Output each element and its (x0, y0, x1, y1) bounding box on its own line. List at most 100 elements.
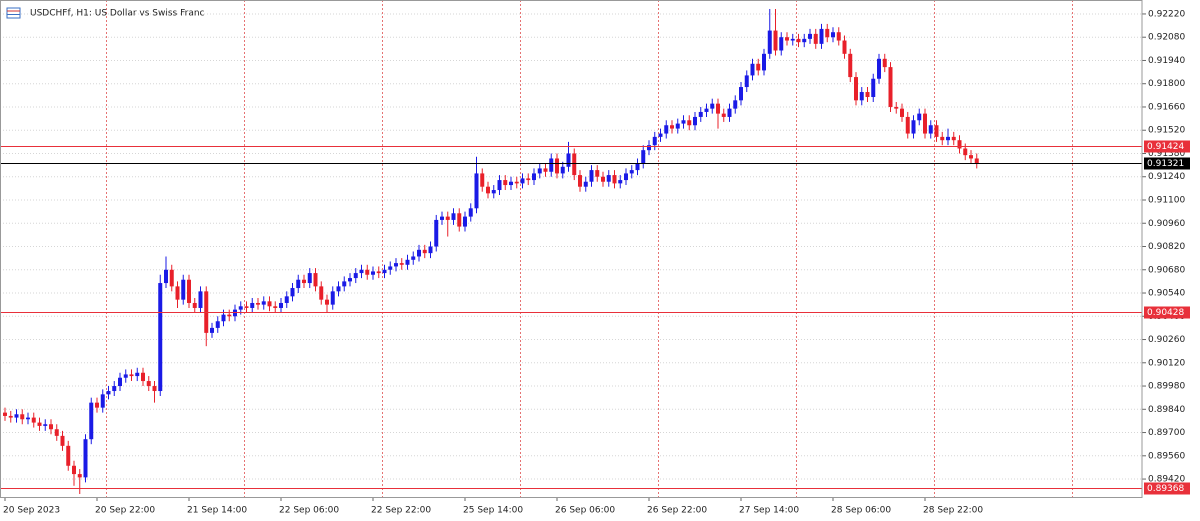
y-tick-label: 0.90820 (1148, 242, 1185, 252)
candle-body (210, 327, 214, 333)
candle-body (365, 269, 370, 275)
candle-body (652, 136, 657, 146)
candle-body (382, 269, 387, 274)
candle-body (26, 417, 30, 420)
price-tag (1144, 157, 1190, 170)
candle-body (146, 381, 151, 387)
candle-body (624, 173, 628, 181)
candle-body (440, 216, 444, 220)
candle-body (480, 173, 485, 187)
candle-body (3, 412, 7, 416)
x-tick-label: 20 Sep 2023 (3, 506, 60, 516)
candle-body (273, 306, 278, 308)
candle-body (693, 116, 697, 126)
y-tick-label: 0.91800 (1148, 79, 1185, 89)
candle-body (750, 63, 755, 76)
candle-body (739, 87, 743, 101)
candle-body (43, 424, 48, 426)
plot-border (0, 0, 1143, 498)
candle-body (290, 288, 295, 297)
candle-body (509, 181, 513, 186)
candle-body (31, 417, 36, 423)
y-tick-label: 0.91940 (1148, 56, 1185, 66)
candle-body (422, 249, 427, 254)
candle-body (543, 168, 548, 172)
candle-body (974, 158, 979, 164)
labels-layer: 0.92220 0.92080 0.91940 0.91800 0.91660 0.915… (3, 9, 1190, 516)
candle-body (417, 249, 421, 257)
chart-title: USDCHFf, H1: US Dollar vs Swiss Franc (30, 9, 205, 19)
candle-body (445, 216, 450, 220)
candle-body (848, 53, 853, 78)
candle-body (698, 111, 703, 117)
candle-body (710, 103, 715, 109)
y-tick-label: 0.89980 (1148, 382, 1185, 392)
candle-body (911, 120, 916, 134)
candle-body (405, 259, 410, 265)
candle-body (342, 281, 347, 287)
candle-body (762, 53, 766, 71)
candle-body (296, 279, 301, 289)
y-tick-label: 0.91240 (1148, 172, 1185, 182)
candle-body (721, 113, 726, 117)
candle-body (796, 38, 801, 43)
candle-body (100, 394, 105, 408)
candle-body (428, 246, 433, 254)
candle-body (77, 474, 82, 478)
candle-body (808, 33, 812, 39)
candle-body (491, 190, 496, 194)
candle-body (716, 103, 720, 114)
candle-body (675, 123, 680, 129)
candle-body (888, 67, 893, 107)
candle-body (371, 271, 375, 275)
x-tick-label: 28 Sep 06:00 (831, 506, 891, 516)
candle-body (279, 302, 283, 308)
candle-body (917, 113, 922, 121)
price-tag (1144, 482, 1190, 495)
candle-body (54, 429, 59, 436)
y-tick-label: 0.92080 (1148, 33, 1185, 43)
candle-body (307, 273, 312, 284)
candle-body (635, 163, 640, 171)
candle-body (112, 386, 117, 392)
candle-body (871, 78, 876, 98)
candle-body (704, 108, 709, 112)
candle-body (106, 391, 111, 395)
candle-body (118, 377, 122, 387)
candle-body (629, 170, 634, 174)
candle-body (946, 136, 950, 141)
candle-body (825, 28, 830, 38)
candle-body (865, 92, 870, 98)
candle-body (802, 38, 807, 43)
candle-body (957, 140, 962, 149)
candle-body (756, 63, 761, 71)
candle-body (963, 148, 968, 156)
candle-body (854, 77, 858, 101)
candle-body (348, 278, 352, 282)
candle-body (813, 33, 818, 44)
candle-body (520, 178, 525, 184)
candle-body (894, 106, 899, 109)
candle-body (244, 306, 249, 308)
candle-body (785, 37, 789, 41)
candle-body (336, 286, 341, 292)
candle-body (319, 286, 324, 300)
candle-body (187, 279, 191, 303)
candle-body (647, 145, 651, 151)
candle-body (227, 314, 232, 317)
candle-body (250, 302, 255, 308)
candle-body (589, 170, 594, 182)
x-tick-label: 20 Sep 22:00 (95, 506, 155, 516)
candle-body (727, 108, 732, 117)
candle-body (940, 136, 945, 141)
candle-body (486, 186, 490, 194)
candle-body (49, 424, 53, 430)
candle-body (537, 168, 542, 174)
candle-body (836, 32, 841, 41)
candle-body (842, 40, 847, 54)
candle-body (859, 92, 864, 101)
y-tick-label: 0.90260 (1148, 335, 1185, 345)
candle-body (66, 445, 71, 466)
